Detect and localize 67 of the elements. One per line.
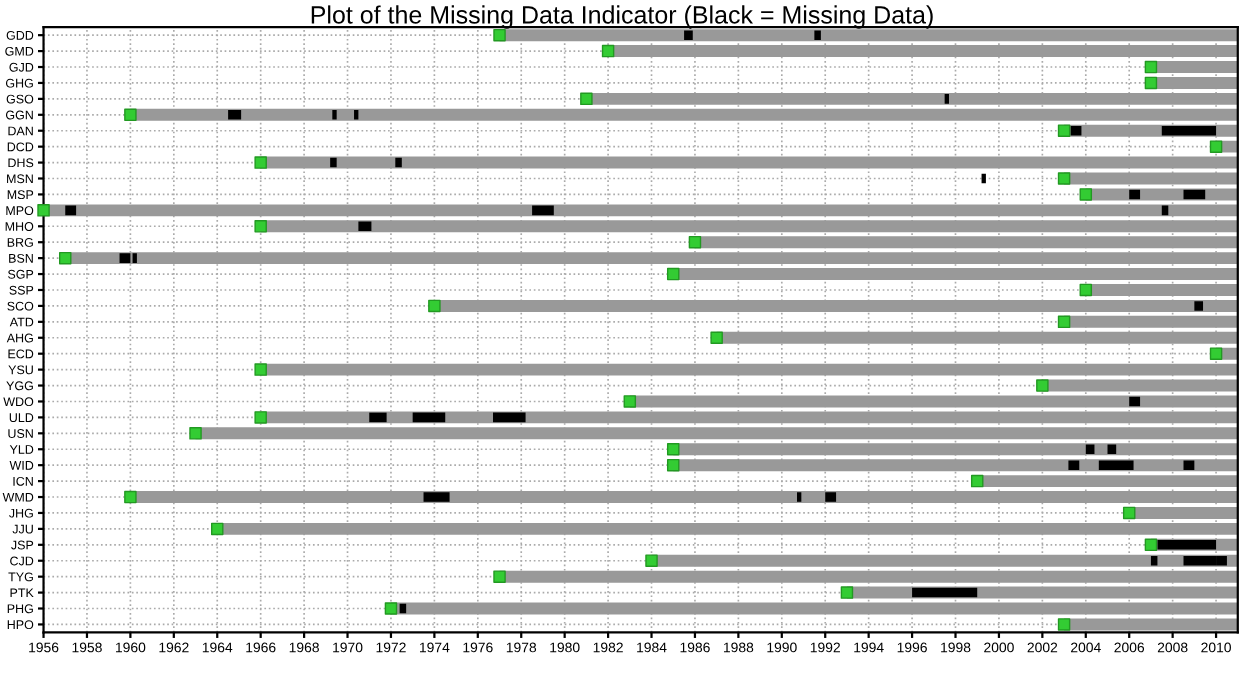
point bbox=[1057, 618, 1071, 631]
bar bbox=[825, 492, 837, 502]
point bbox=[493, 28, 506, 42]
point bbox=[59, 251, 72, 265]
bar bbox=[423, 492, 450, 502]
point bbox=[970, 474, 984, 488]
bar bbox=[369, 412, 387, 423]
point bbox=[1144, 538, 1158, 552]
point bbox=[666, 267, 680, 281]
point bbox=[645, 554, 658, 567]
bar bbox=[1150, 555, 1158, 566]
bar bbox=[1064, 315, 1238, 328]
bar bbox=[1064, 618, 1238, 631]
point bbox=[254, 156, 267, 169]
point bbox=[493, 570, 506, 583]
point bbox=[710, 331, 723, 345]
point bbox=[384, 602, 398, 615]
bar bbox=[65, 205, 77, 216]
point bbox=[666, 442, 680, 456]
point bbox=[1144, 60, 1158, 74]
bar bbox=[532, 205, 554, 216]
bar bbox=[1129, 189, 1141, 200]
bar bbox=[1068, 460, 1080, 470]
bar bbox=[358, 221, 372, 232]
point bbox=[254, 411, 267, 424]
bar bbox=[228, 110, 242, 120]
bar bbox=[1129, 396, 1141, 407]
point bbox=[189, 427, 202, 440]
point bbox=[1036, 379, 1049, 392]
point bbox=[124, 108, 137, 122]
bar bbox=[395, 157, 402, 168]
bar bbox=[119, 253, 131, 263]
bar bbox=[1161, 125, 1217, 136]
point bbox=[1122, 506, 1136, 520]
point bbox=[1057, 124, 1071, 137]
bar bbox=[1194, 301, 1204, 311]
point bbox=[840, 586, 854, 599]
point bbox=[1079, 283, 1093, 297]
point bbox=[688, 235, 702, 249]
point bbox=[37, 204, 50, 217]
point bbox=[601, 44, 615, 58]
chart-title: Plot of the Missing Data Indicator (Black = Missing Data) bbox=[311, 5, 933, 29]
bar bbox=[912, 587, 978, 598]
point bbox=[1057, 315, 1071, 329]
bar bbox=[1085, 444, 1095, 455]
bar bbox=[673, 443, 1238, 456]
point bbox=[210, 522, 224, 536]
point bbox=[1144, 76, 1158, 90]
bar bbox=[1098, 460, 1134, 470]
point bbox=[254, 220, 267, 233]
bar bbox=[330, 157, 337, 168]
point bbox=[254, 363, 267, 376]
bar bbox=[1183, 460, 1195, 470]
bar bbox=[1107, 444, 1117, 455]
point bbox=[1057, 172, 1071, 185]
point bbox=[666, 458, 680, 472]
point bbox=[428, 299, 441, 313]
bar bbox=[493, 412, 526, 423]
bar bbox=[1183, 189, 1206, 200]
point bbox=[1209, 347, 1223, 360]
point bbox=[1209, 140, 1223, 153]
bar bbox=[1157, 540, 1217, 550]
bar bbox=[412, 412, 446, 423]
point bbox=[623, 395, 637, 408]
point bbox=[124, 490, 137, 504]
point bbox=[580, 92, 593, 106]
point bbox=[1079, 188, 1093, 201]
